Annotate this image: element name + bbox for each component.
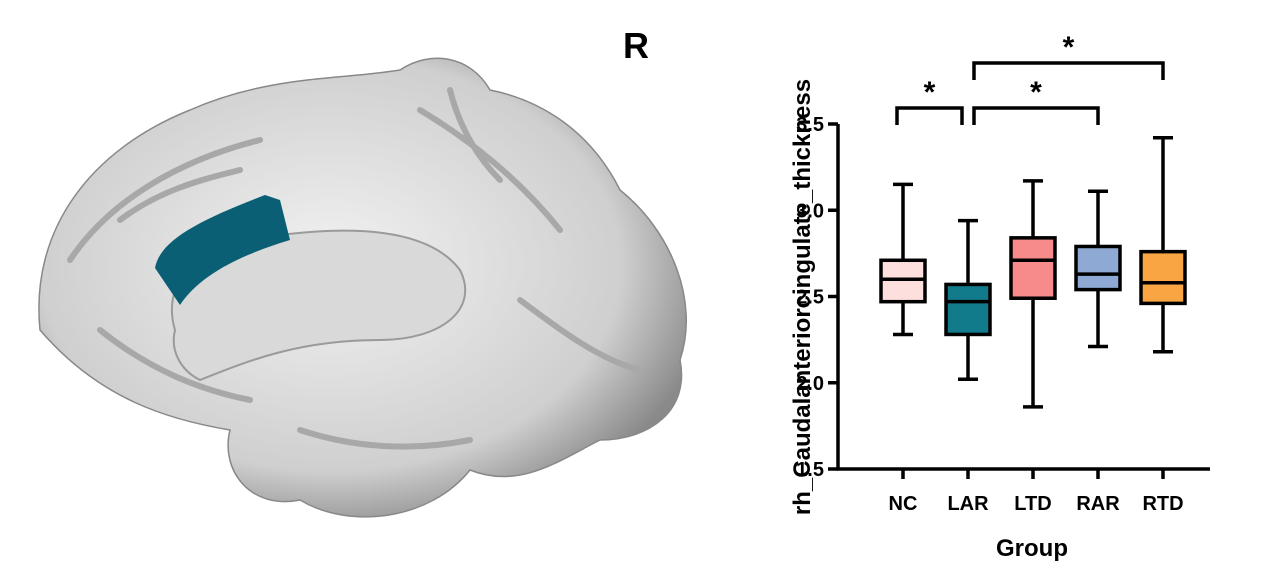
box — [1074, 244, 1122, 292]
significance-label: * — [1063, 31, 1075, 64]
box — [1009, 236, 1057, 300]
brain-label: R — [623, 25, 649, 66]
x-tick-label: NC — [889, 493, 918, 515]
box — [1139, 249, 1187, 306]
x-tick-label: RTD — [1142, 493, 1183, 515]
box — [944, 282, 992, 337]
significance-label: * — [924, 76, 936, 109]
x-tick-label: LAR — [947, 493, 989, 515]
significance-label: * — [1030, 76, 1042, 109]
y-tick-label: 3.5 — [796, 114, 824, 136]
y-tick-label: 1.5 — [796, 459, 824, 481]
x-axis-title: Group — [996, 535, 1068, 562]
brain-illustration: R — [38, 25, 687, 518]
significance-bracket — [972, 61, 1165, 80]
y-axis-title: rh_Caudalanteriorcingulate_thickness — [789, 79, 816, 515]
y-tick-label: 2.0 — [796, 373, 824, 395]
significance-bracket — [895, 106, 964, 125]
x-tick-label: LTD — [1014, 493, 1051, 515]
significance-bracket — [972, 106, 1100, 125]
y-tick-label: 2.5 — [796, 287, 824, 309]
y-tick-label: 3.0 — [796, 200, 824, 222]
x-tick-label: RAR — [1076, 493, 1120, 515]
